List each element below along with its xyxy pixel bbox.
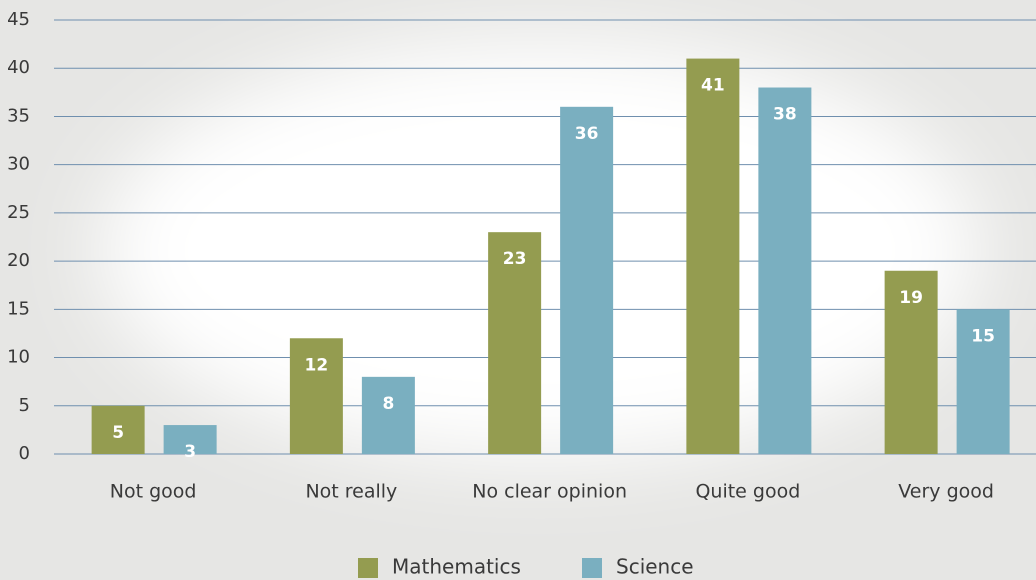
value-label: 5 — [112, 423, 124, 443]
value-label: 19 — [899, 288, 923, 308]
value-label: 41 — [701, 76, 725, 96]
x-tick-label: Not good — [110, 481, 197, 503]
legend-label: Mathematics — [392, 555, 521, 579]
value-label: 15 — [971, 326, 995, 346]
bar — [758, 87, 812, 454]
value-label: 36 — [575, 124, 599, 144]
y-tick-label: 40 — [7, 57, 30, 78]
y-tick-label: 20 — [7, 250, 30, 271]
bar — [560, 106, 614, 455]
y-tick-label: 30 — [7, 154, 30, 175]
y-tick-label: 10 — [7, 347, 30, 368]
bar — [488, 232, 542, 454]
value-label: 8 — [382, 394, 394, 414]
legend-label: Science — [616, 555, 694, 579]
bar — [956, 309, 1010, 454]
bar — [686, 58, 740, 454]
y-tick-label: 0 — [19, 443, 30, 464]
bar — [289, 338, 343, 454]
value-label: 3 — [184, 442, 196, 462]
value-label: 23 — [503, 249, 527, 269]
y-tick-label: 25 — [7, 202, 30, 223]
bar — [361, 376, 415, 454]
x-tick-label: Very good — [898, 481, 994, 503]
x-tick-label: Quite good — [695, 481, 800, 503]
value-label: 12 — [305, 355, 329, 375]
bar — [884, 270, 938, 454]
legend-swatch — [358, 558, 378, 578]
bar — [163, 425, 217, 454]
x-tick-label: No clear opinion — [472, 481, 627, 503]
y-tick-label: 15 — [7, 298, 30, 319]
value-label: 38 — [773, 105, 797, 125]
legend-swatch — [582, 558, 602, 578]
y-tick-label: 5 — [19, 395, 30, 416]
y-tick-label: 45 — [7, 9, 30, 30]
y-tick-label: 35 — [7, 105, 30, 126]
bar — [91, 405, 145, 454]
x-tick-label: Not really — [305, 481, 397, 503]
